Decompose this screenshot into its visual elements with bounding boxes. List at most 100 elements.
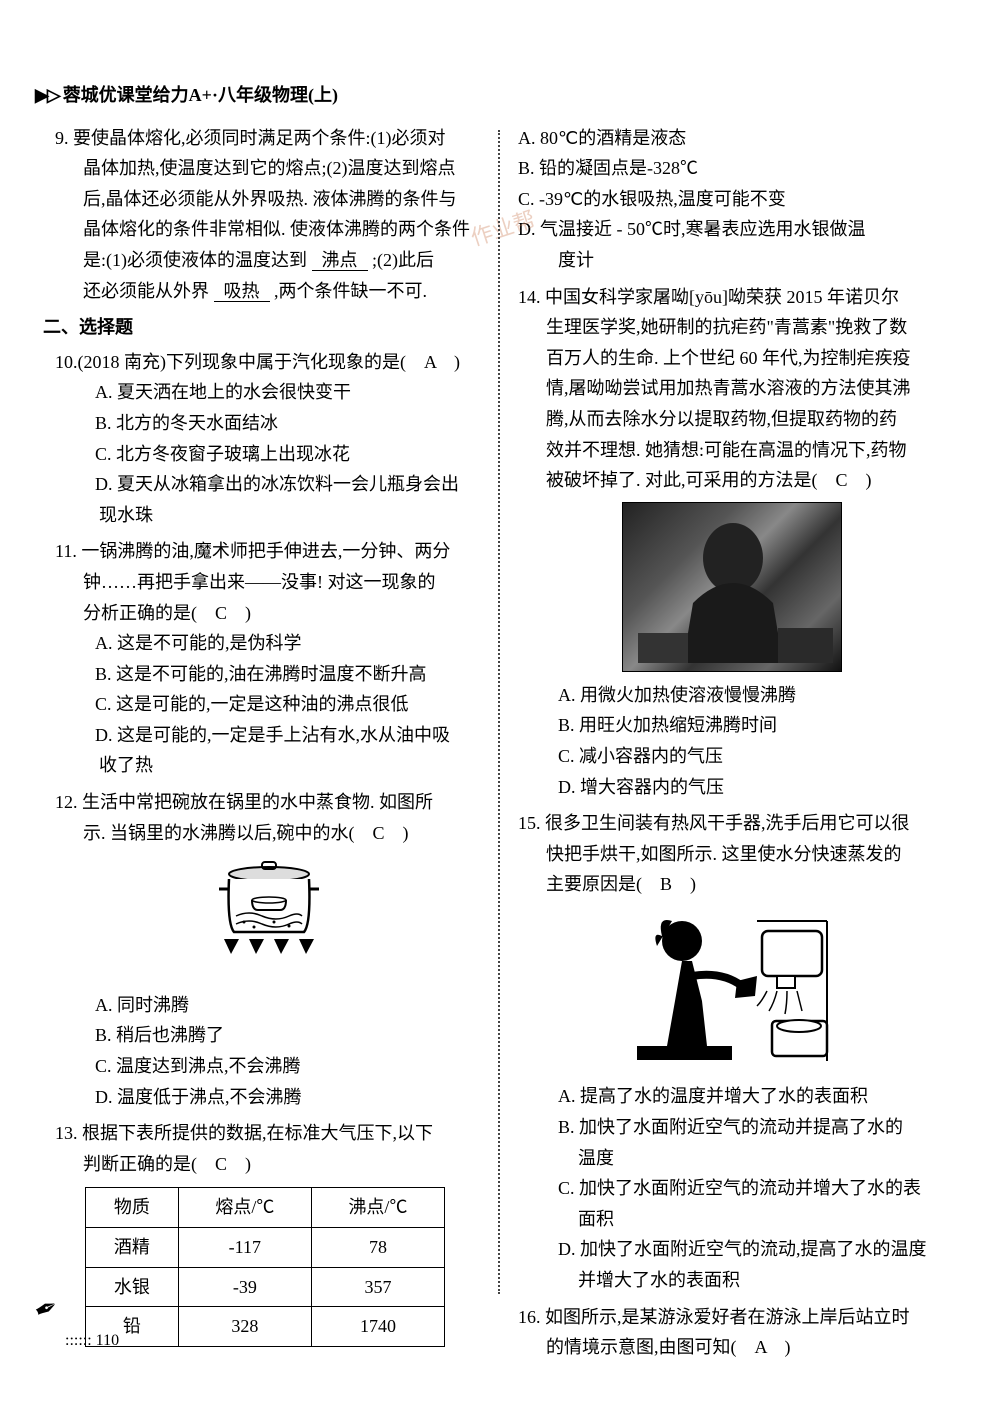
question-10: 10.(2018 南充)下列现象中属于汽化现象的是( A ) A. 夏天洒在地上… — [55, 347, 482, 531]
table-cell: 1740 — [311, 1307, 444, 1347]
q15-stem: 主要原因是( B ) — [518, 869, 945, 900]
q12-option-b: B. 稍后也沸腾了 — [75, 1020, 482, 1051]
q16-stem: 的情境示意图,由图可知( A ) — [518, 1332, 945, 1363]
figure-hand-dryer — [518, 906, 945, 1076]
table-header-row: 物质 熔点/℃ 沸点/℃ — [86, 1188, 445, 1228]
q14-stem: 百万人的生命. 上个世纪 60 年代,为控制疟疾疫 — [518, 343, 945, 374]
q11-option-b: B. 这是不可能的,油在沸腾时温度不断升高 — [75, 659, 482, 690]
q9-line: 晶体加热,使温度达到它的熔点;(2)温度达到熔点 — [55, 153, 482, 184]
q15-option-b-cont: 温度 — [518, 1143, 945, 1174]
q14-stem: 腾,从而去除水分以提取药物,但提取药物的药 — [518, 404, 945, 435]
question-15: 15. 很多卫生间装有热风干手器,洗手后用它可以很 快把手烘干,如图所示. 这里… — [518, 808, 945, 1296]
question-11: 11. 一锅沸腾的油,魔术师把手伸进去,一分钟、两分 钟……再把手拿出来——没事… — [55, 536, 482, 781]
q9-line: 后,晶体还必须能从外界吸热. 液体沸腾的条件与 — [55, 184, 482, 215]
q12-option-a: A. 同时沸腾 — [75, 990, 482, 1021]
question-9: 9. 要使晶体熔化,必须同时满足两个条件:(1)必须对 晶体加热,使温度达到它的… — [55, 123, 482, 307]
q14-option-b: B. 用旺火加热缩短沸腾时间 — [538, 710, 945, 741]
q12-option-c: C. 温度达到沸点,不会沸腾 — [75, 1051, 482, 1082]
q9-text: 还必须能从外界 — [83, 281, 209, 301]
section-two-title: 二、选择题 — [43, 312, 482, 343]
q13-stem: 13. 根据下表所提供的数据,在标准大气压下,以下 — [55, 1118, 482, 1149]
left-column: 9. 要使晶体熔化,必须同时满足两个条件:(1)必须对 晶体加热,使温度达到它的… — [55, 123, 490, 1369]
q10-option-a: A. 夏天洒在地上的水会很快变干 — [75, 377, 482, 408]
fill-blank-1: 沸点 — [312, 249, 368, 271]
q14-stem: 被破坏掉了. 对此,可采用的方法是( C ) — [518, 465, 945, 496]
q13-option-b: B. 铅的凝固点是-328℃ — [518, 153, 945, 184]
q15-stem: 15. 很多卫生间装有热风干手器,洗手后用它可以很 — [518, 808, 945, 839]
figure-pot — [55, 854, 482, 984]
q12-stem: 12. 生活中常把碗放在锅里的水中蒸食物. 如图所 — [55, 787, 482, 818]
q15-option-c: C. 加快了水面附近空气的流动并增大了水的表 — [538, 1173, 945, 1204]
q14-option-c: C. 减小容器内的气压 — [538, 741, 945, 772]
page-number: :::::: 110 — [65, 1327, 119, 1354]
q10-option-d: D. 夏天从冰箱拿出的冰冻饮料一会儿瓶身会出 — [75, 469, 482, 500]
column-divider — [498, 130, 500, 1294]
table-cell: -39 — [178, 1267, 311, 1307]
q9-line: 晶体熔化的条件非常相似. 使液体沸腾的两个条件 — [55, 214, 482, 245]
q11-option-d: D. 这是可能的,一定是手上沾有水,水从油中吸 — [75, 720, 482, 751]
table-cell: 328 — [178, 1307, 311, 1347]
header-title: 蓉城优课堂给力A+·八年级物理(上) — [63, 85, 338, 105]
q10-option-b: B. 北方的冬天水面结冰 — [75, 408, 482, 439]
q10-stem: 10.(2018 南充)下列现象中属于汽化现象的是( A ) — [55, 347, 482, 378]
hand-dryer-icon — [627, 906, 837, 1066]
table-header: 沸点/℃ — [311, 1188, 444, 1228]
q9-line: 是:(1)必须使液体的温度达到 沸点 ;(2)此后 — [55, 245, 482, 276]
q9-line: 9. 要使晶体熔化,必须同时满足两个条件:(1)必须对 — [55, 123, 482, 154]
q13-option-c: C. -39℃的水银吸热,温度可能不变 — [518, 184, 945, 215]
fill-blank-2: 吸热 — [214, 280, 270, 302]
q15-option-a: A. 提高了水的温度并增大了水的表面积 — [538, 1081, 945, 1112]
q11-stem: 钟……再把手拿出来——没事! 对这一现象的 — [55, 567, 482, 598]
q11-option-c: C. 这是可能的,一定是这种油的沸点很低 — [75, 689, 482, 720]
header-arrow-icon: ▶▷ — [35, 85, 59, 105]
table-cell: 水银 — [86, 1267, 179, 1307]
question-13: 13. 根据下表所提供的数据,在标准大气压下,以下 判断正确的是( C ) 物质… — [55, 1118, 482, 1347]
q14-stem: 情,屠呦呦尝试用加热青蒿水溶液的方法使其沸 — [518, 373, 945, 404]
table-cell: 酒精 — [86, 1228, 179, 1268]
table-header: 物质 — [86, 1188, 179, 1228]
q16-stem: 16. 如图所示,是某游泳爱好者在游泳上岸后站立时 — [518, 1302, 945, 1333]
q15-option-d-cont: 并增大了水的表面积 — [518, 1265, 945, 1296]
table-cell: -117 — [178, 1228, 311, 1268]
figure-scientist-photo — [518, 502, 945, 672]
q10-option-d-cont: 现水珠 — [55, 500, 482, 531]
q14-option-d: D. 增大容器内的气压 — [538, 772, 945, 803]
q13-option-d: D. 气温接近 - 50℃时,寒暑表应选用水银做温 — [518, 214, 945, 245]
q14-stem: 效并不理想. 她猜想:可能在高温的情况下,药物 — [518, 435, 945, 466]
question-16: 16. 如图所示,是某游泳爱好者在游泳上岸后站立时 的情境示意图,由图可知( A… — [518, 1302, 945, 1363]
question-13-options: A. 80℃的酒精是液态 B. 铅的凝固点是-328℃ C. -39℃的水银吸热… — [518, 123, 945, 276]
two-column-layout: 9. 要使晶体熔化,必须同时满足两个条件:(1)必须对 晶体加热,使温度达到它的… — [55, 123, 945, 1369]
table-row: 酒精 -117 78 — [86, 1228, 445, 1268]
q13-option-a: A. 80℃的酒精是液态 — [518, 123, 945, 154]
q9-text: ;(2)此后 — [372, 250, 434, 270]
q15-option-d: D. 加快了水面附近空气的流动,提高了水的温度 — [538, 1234, 945, 1265]
q11-stem: 分析正确的是( C ) — [55, 598, 482, 629]
table-row: 铅 328 1740 — [86, 1307, 445, 1347]
scientist-icon — [623, 503, 843, 673]
q14-stem: 14. 中国女科学家屠呦[yōu]呦荣获 2015 年诺贝尔 — [518, 282, 945, 313]
table-cell: 357 — [311, 1267, 444, 1307]
q10-option-c: C. 北方冬夜窗子玻璃上出现冰花 — [75, 439, 482, 470]
question-12: 12. 生活中常把碗放在锅里的水中蒸食物. 如图所 示. 当锅里的水沸腾以后,碗… — [55, 787, 482, 1112]
pot-icon — [194, 854, 344, 974]
table-cell: 78 — [311, 1228, 444, 1268]
q13-option-d-cont: 度计 — [518, 245, 945, 276]
q15-option-c-cont: 面积 — [518, 1204, 945, 1235]
q9-text: 是:(1)必须使液体的温度达到 — [83, 250, 307, 270]
page-header: ▶▷蓉城优课堂给力A+·八年级物理(上) — [35, 80, 945, 111]
q9-line: 还必须能从外界 吸热 ,两个条件缺一不可. — [55, 276, 482, 307]
q15-option-b: B. 加快了水面附近空气的流动并提高了水的 — [538, 1112, 945, 1143]
q12-option-d: D. 温度低于沸点,不会沸腾 — [75, 1082, 482, 1113]
question-14: 14. 中国女科学家屠呦[yōu]呦荣获 2015 年诺贝尔 生理医学奖,她研制… — [518, 282, 945, 803]
table-row: 水银 -39 357 — [86, 1267, 445, 1307]
right-column: A. 80℃的酒精是液态 B. 铅的凝固点是-328℃ C. -39℃的水银吸热… — [510, 123, 945, 1369]
q15-stem: 快把手烘干,如图所示. 这里使水分快速蒸发的 — [518, 839, 945, 870]
table-header: 熔点/℃ — [178, 1188, 311, 1228]
q13-stem: 判断正确的是( C ) — [55, 1149, 482, 1180]
q11-stem: 11. 一锅沸腾的油,魔术师把手伸进去,一分钟、两分 — [55, 536, 482, 567]
q14-option-a: A. 用微火加热使溶液慢慢沸腾 — [538, 680, 945, 711]
page-number-value: 110 — [96, 1332, 119, 1349]
q14-stem: 生理医学奖,她研制的抗疟药"青蒿素"挽救了数 — [518, 312, 945, 343]
q13-data-table: 物质 熔点/℃ 沸点/℃ 酒精 -117 78 水银 -39 357 铅 328 — [85, 1187, 445, 1346]
q11-option-a: A. 这是不可能的,是伪科学 — [75, 628, 482, 659]
